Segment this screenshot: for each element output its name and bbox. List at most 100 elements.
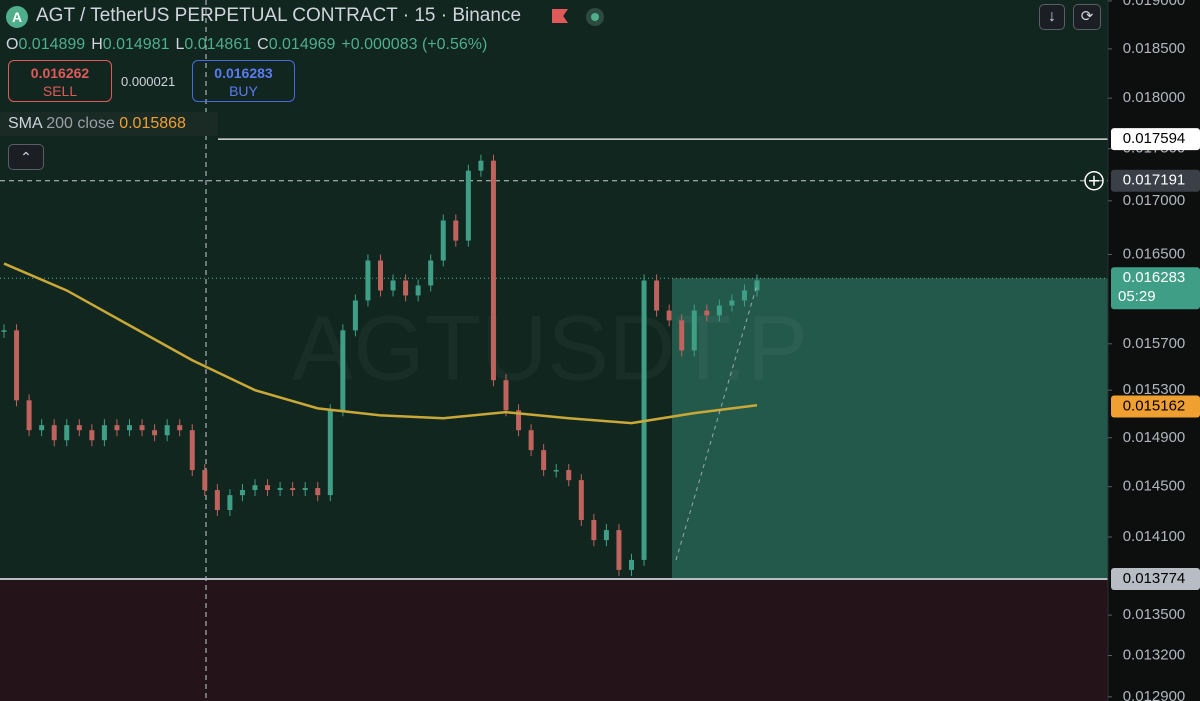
watermark: AGTUSDT.P	[292, 297, 808, 399]
price-tag-label: 0.016283	[1123, 269, 1186, 286]
y-tick-label: 0.013500	[1123, 606, 1186, 623]
candle	[164, 425, 170, 436]
candle	[453, 220, 459, 241]
countdown: 05:29	[1118, 288, 1156, 305]
candle	[490, 160, 496, 381]
buy-button[interactable]: 0.016283 BUY	[192, 60, 295, 102]
symbol-icon: A	[6, 6, 28, 28]
candle	[64, 425, 70, 441]
candle	[214, 490, 220, 511]
candle	[277, 488, 283, 491]
buy-price: 0.016283	[214, 65, 273, 81]
candle	[403, 280, 409, 296]
candle	[629, 559, 634, 570]
candle	[315, 488, 321, 496]
candle	[591, 519, 597, 541]
candle	[101, 425, 107, 441]
candle	[679, 320, 685, 351]
ohlc-label: O	[6, 36, 19, 53]
ohlc-value: 0.014861	[184, 36, 252, 53]
price-tag	[1111, 267, 1200, 310]
candle	[51, 425, 57, 441]
candle	[290, 488, 296, 491]
candle	[578, 480, 584, 520]
candle	[14, 330, 20, 401]
candle	[716, 305, 722, 316]
candle	[666, 310, 672, 321]
candle	[390, 280, 396, 291]
candle	[528, 430, 534, 451]
candle	[691, 310, 697, 351]
candle	[365, 260, 371, 301]
candle	[603, 530, 609, 541]
price-tag	[1111, 568, 1200, 591]
candle	[202, 470, 208, 491]
add-alert-icon	[1089, 175, 1099, 186]
price-change: +0.000083 (+0.56%)	[341, 36, 488, 53]
candle	[26, 400, 32, 431]
y-tick-label: 0.018500	[1123, 40, 1186, 57]
candle	[177, 425, 183, 431]
candle	[139, 425, 145, 431]
candle	[114, 425, 120, 431]
candle	[152, 430, 158, 436]
candle	[189, 430, 195, 471]
y-tick-label: 0.012900	[1123, 688, 1186, 701]
candle	[1, 330, 7, 332]
ohlc-label: H	[91, 36, 103, 53]
y-tick-label: 0.018000	[1123, 89, 1186, 106]
price-tag	[1111, 128, 1200, 151]
candle	[378, 260, 383, 291]
y-tick-label: 0.016500	[1123, 245, 1186, 262]
collapse-button[interactable]: ⌃	[8, 144, 44, 170]
candle	[352, 300, 358, 331]
candle	[654, 280, 660, 311]
sell-price: 0.016262	[30, 65, 90, 81]
ohlc-legend: O0.014899 H0.014981 L0.014861 C0.014969 +0.0…	[6, 36, 487, 54]
spread: 0.000021	[121, 74, 176, 89]
candle	[89, 430, 95, 441]
add-alert-button[interactable]	[1084, 171, 1104, 191]
ohlc-value: 0.014899	[18, 36, 86, 53]
chart-title: AGT / TetherUS PERPETUAL CONTRACT · 15 ·…	[36, 5, 522, 26]
price-tag	[1111, 395, 1200, 418]
sell-button[interactable]: 0.016262 SELL	[8, 60, 112, 102]
candle	[516, 410, 522, 431]
candle	[302, 488, 308, 491]
candle	[754, 280, 760, 291]
candle	[704, 310, 710, 316]
sma-line	[3, 262, 758, 425]
sell-label: SELL	[42, 83, 78, 99]
candle	[729, 300, 735, 306]
candle	[616, 530, 622, 570]
candle	[252, 485, 258, 491]
scroll-down-button[interactable]: ↓	[1039, 4, 1065, 30]
y-tick-label: 0.015700	[1123, 335, 1186, 352]
indicator-legend: SMA 200 close 0.015868	[0, 112, 218, 136]
y-tick-label: 0.014500	[1123, 478, 1186, 495]
candle	[127, 425, 132, 431]
ohlc-value: 0.014981	[102, 36, 170, 53]
candle	[239, 490, 245, 496]
ohlc-label: L	[175, 36, 185, 53]
status-icon	[586, 8, 604, 26]
stop-zone	[0, 579, 1108, 701]
price-tag-label: 0.017191	[1123, 172, 1186, 189]
candle	[265, 485, 271, 491]
indicator-value: 0.015868	[119, 115, 186, 132]
ohlc-value: 0.014969	[268, 36, 336, 53]
candle	[39, 425, 45, 431]
candle	[428, 260, 434, 286]
buy-label: BUY	[229, 83, 258, 99]
candle	[415, 285, 421, 296]
flag-icon[interactable]	[552, 9, 568, 23]
candle	[227, 495, 233, 511]
candle	[465, 170, 471, 241]
y-tick-label: 0.019000	[1123, 0, 1186, 9]
candle	[478, 160, 484, 171]
indicator-name: SMA	[8, 115, 42, 132]
fullscreen-button[interactable]: ⟳	[1073, 4, 1101, 30]
candle	[503, 380, 509, 411]
